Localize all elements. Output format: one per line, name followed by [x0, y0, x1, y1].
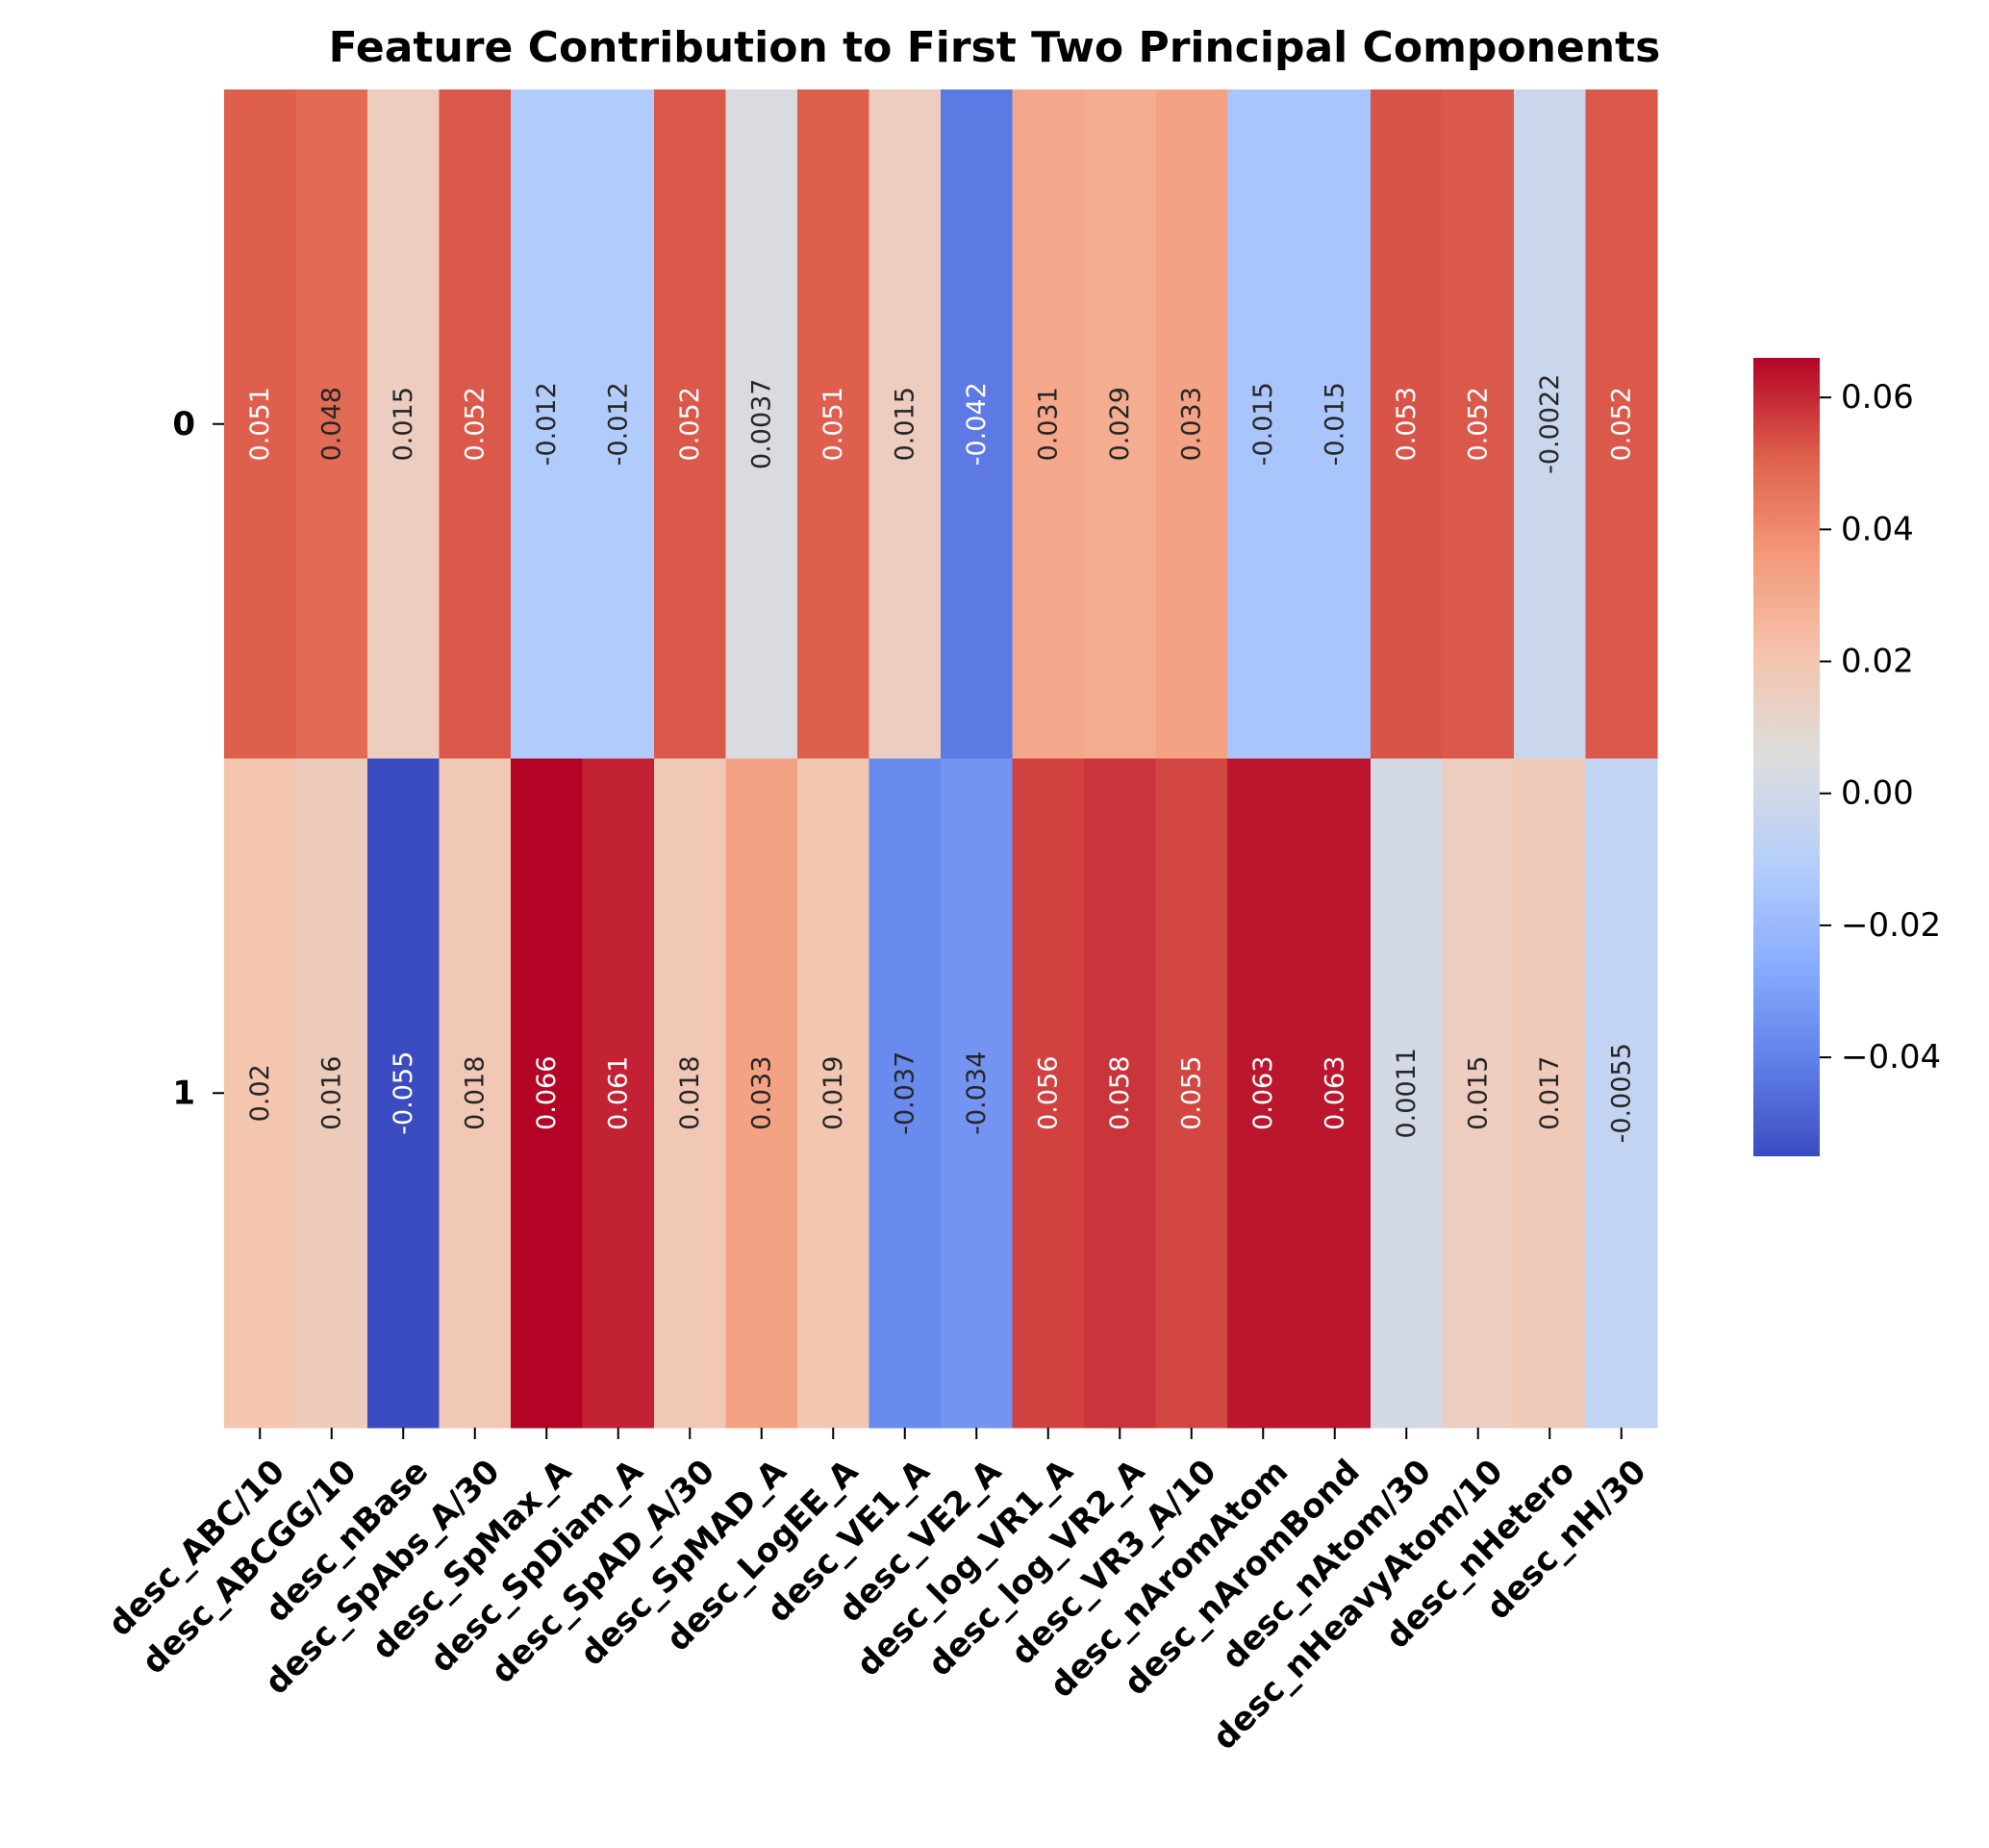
heatmap-cell	[1084, 758, 1157, 1429]
colorbar-gradient	[1753, 358, 1820, 1156]
colorbar-tick-label: −0.02	[1841, 906, 1941, 945]
cell-annotation: 0.016	[316, 1056, 346, 1130]
heatmap-cell	[439, 89, 512, 760]
row-axis: 01	[172, 405, 224, 1112]
cell-annotation: 0.031	[1033, 387, 1063, 461]
cell-annotations: 0.051 0.048 0.015 0.052 -0.012 -0.012 0.052 0.0…	[245, 374, 1637, 1144]
colorbar-tick-label: 0.06	[1841, 378, 1914, 417]
cell-annotation: 0.029	[1105, 387, 1135, 461]
cell-annotation: -0.034	[962, 1051, 992, 1135]
cell-annotation: 0.0011	[1392, 1048, 1422, 1138]
heatmap-cell	[1298, 89, 1372, 760]
cell-annotation: 0.063	[1248, 1056, 1278, 1130]
cell-annotation: 0.053	[1392, 387, 1422, 461]
cell-annotation: 0.02	[245, 1064, 275, 1122]
cell-annotation: 0.052	[1606, 387, 1636, 461]
heatmap-cell	[224, 758, 297, 1429]
heatmap-cell	[224, 89, 297, 760]
heatmap-cell	[582, 758, 655, 1429]
cell-annotation: -0.055	[389, 1051, 418, 1135]
heatmap-cells	[224, 89, 1658, 1429]
heatmap-cell	[725, 89, 798, 760]
heatmap-cell	[1012, 89, 1085, 760]
cell-annotation: 0.018	[675, 1056, 705, 1130]
cell-annotation: 0.033	[746, 1056, 776, 1130]
chart-title: Feature Contribution to First Two Princi…	[329, 23, 1661, 72]
cell-annotation: 0.019	[818, 1056, 848, 1130]
heatmap-cell	[582, 89, 655, 760]
heatmap-cell	[511, 89, 584, 760]
cell-annotation: -0.0022	[1535, 374, 1565, 474]
cell-annotation: 0.048	[316, 387, 346, 461]
heatmap-cell	[725, 758, 798, 1429]
heatmap-cell	[1155, 89, 1228, 760]
heatmap-cell	[367, 89, 441, 760]
heatmap-cell	[869, 89, 942, 760]
cell-annotation: 0.018	[460, 1056, 490, 1130]
cell-annotation: 0.051	[818, 387, 848, 461]
cell-annotation: -0.0055	[1606, 1043, 1636, 1143]
cell-annotation: 0.015	[890, 387, 919, 461]
cell-annotation: 0.063	[1320, 1056, 1349, 1130]
cell-annotation: -0.037	[890, 1051, 919, 1135]
colorbar-tick-label: 0.04	[1841, 510, 1914, 548]
cell-annotation: 0.055	[1176, 1056, 1206, 1130]
heatmap-cell	[1084, 89, 1157, 760]
heatmap-cell	[1012, 758, 1085, 1429]
heatmap-cell	[1371, 89, 1444, 760]
cell-annotation: 0.015	[389, 387, 418, 461]
cell-annotation: 0.033	[1176, 387, 1206, 461]
heatmap-cell	[654, 89, 727, 760]
heatmap-cell	[1371, 758, 1444, 1429]
cell-annotation: 0.051	[245, 387, 275, 461]
heatmap-cell	[1442, 89, 1515, 760]
heatmap-cell	[797, 89, 870, 760]
heatmap-cell	[797, 758, 870, 1429]
cell-annotation: 0.052	[675, 387, 705, 461]
heatmap-cell	[1227, 758, 1300, 1429]
heatmap-cell	[295, 89, 368, 760]
cell-annotation: -0.015	[1320, 382, 1349, 466]
heatmap-cell	[1298, 758, 1372, 1429]
heatmap-cell	[367, 758, 441, 1429]
row-label: 1	[172, 1074, 195, 1112]
cell-annotation: 0.058	[1105, 1056, 1135, 1130]
heatmap-cell	[941, 758, 1014, 1429]
row-label: 0	[172, 405, 195, 443]
heatmap-cell	[511, 758, 584, 1429]
heatmap-cell	[295, 758, 368, 1429]
heatmap-cell	[869, 758, 942, 1429]
colorbar-tick-label: −0.04	[1841, 1038, 1941, 1076]
column-axis: desc_ABC/10desc_ABCGG/10desc_nBasedesc_S…	[101, 1428, 1654, 1758]
cell-annotation: 0.052	[1463, 387, 1493, 461]
cell-annotation: 0.061	[603, 1056, 633, 1130]
heatmap-cell	[1585, 89, 1658, 760]
cell-annotation: -0.012	[532, 382, 562, 466]
cell-annotation: 0.015	[1463, 1056, 1493, 1130]
heatmap-cell	[1442, 758, 1515, 1429]
cell-annotation: 0.0037	[746, 379, 776, 469]
heatmap-cell	[439, 758, 512, 1429]
colorbar-tick-label: 0.02	[1841, 643, 1914, 681]
heatmap-cell	[1585, 758, 1658, 1429]
heatmap-cell	[941, 89, 1014, 760]
heatmap-cell	[654, 758, 727, 1429]
cell-annotation: 0.052	[460, 387, 490, 461]
cell-annotation: 0.017	[1535, 1056, 1565, 1130]
heatmap-cell	[1514, 758, 1587, 1429]
cell-annotation: -0.012	[603, 382, 633, 466]
heatmap-cell	[1514, 89, 1587, 760]
cell-annotation: 0.056	[1033, 1056, 1063, 1130]
cell-annotation: -0.015	[1248, 382, 1278, 466]
heatmap-cell	[1227, 89, 1300, 760]
colorbar: −0.04 −0.02 0.00 0.02 0.04 0.06	[1753, 358, 1941, 1156]
heatmap-cell	[1155, 758, 1228, 1429]
colorbar-tick-label: 0.00	[1841, 774, 1914, 813]
cell-annotation: 0.066	[532, 1056, 562, 1130]
cell-annotation: -0.042	[962, 382, 992, 466]
